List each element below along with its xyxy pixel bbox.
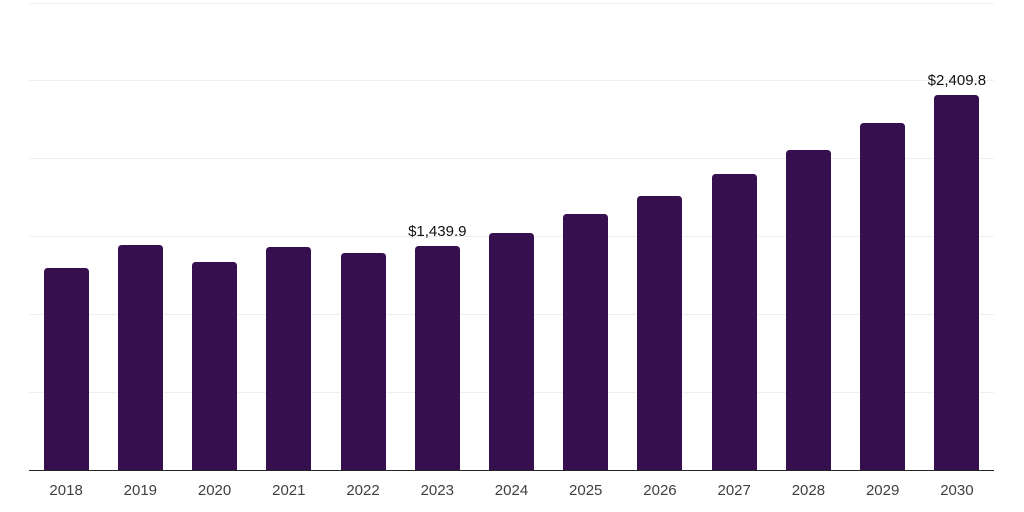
bar-2021 [266,246,312,470]
bar-value-label-2030: $2,409.8 [927,71,987,89]
bar-2025 [563,214,609,470]
x-tick-2024: 2024 [494,482,529,499]
plot-area: $1,439.9 $2,409.8 [29,2,994,471]
gridline-3000 [29,2,994,4]
bar-2030 [934,94,980,470]
x-tick-2023: 2023 [420,482,454,499]
x-tick-2021: 2021 [272,482,306,499]
gridline-2000 [29,158,994,160]
bar-2029 [860,122,906,470]
bar-2027 [711,174,757,470]
bar-2018 [43,268,89,470]
x-tick-2030: 2030 [940,482,974,499]
bar-value-label-2023: $1,439.9 [408,222,467,240]
x-tick-2028: 2028 [791,482,826,499]
bar-2020 [192,261,238,470]
bar-2022 [340,253,386,470]
gridline-2500 [29,80,994,82]
x-tick-2020: 2020 [197,482,232,499]
bar-2024 [489,232,534,470]
x-tick-2027: 2027 [717,482,751,499]
bar-2028 [785,149,831,470]
bar-2026 [637,196,683,470]
x-tick-2025: 2025 [569,482,603,499]
x-tick-2026: 2026 [643,482,677,499]
x-tick-2022: 2022 [346,482,380,499]
x-tick-2029: 2029 [865,482,900,499]
x-tick-2018: 2018 [49,482,83,499]
bar-2019 [117,245,163,470]
bar-2023 [414,245,460,470]
x-tick-2019: 2019 [123,482,158,499]
